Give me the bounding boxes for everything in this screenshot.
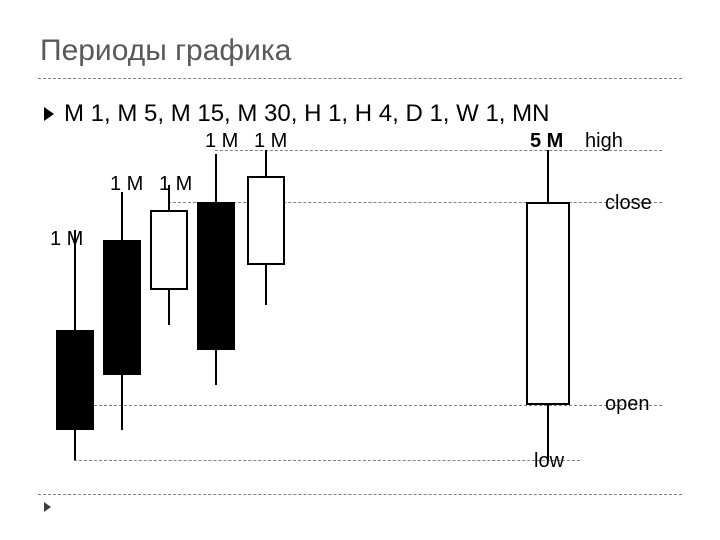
candle-label-c2: 1 М xyxy=(110,173,143,196)
candle-c4 xyxy=(197,130,235,470)
candle-label-c3: 1 М xyxy=(159,173,192,196)
candle-body xyxy=(197,202,235,350)
hline-close xyxy=(168,202,662,203)
label-low: low xyxy=(534,450,564,473)
footer-divider xyxy=(38,494,682,495)
candle-label-c5: 1 М xyxy=(254,130,287,153)
slide: Периоды графика М 1, М 5, М 15, М 30, Н … xyxy=(0,0,720,540)
candle-big xyxy=(526,130,570,470)
label-high: high xyxy=(585,130,623,153)
label-close: close xyxy=(605,192,652,215)
candle-label-c4: 1 М xyxy=(205,130,238,153)
title-underline xyxy=(38,78,682,79)
bullet-arrow-icon xyxy=(44,107,54,121)
footer-arrow-icon xyxy=(44,502,51,512)
bullet-row: М 1, М 5, М 15, М 30, Н 1, Н 4, D 1, W 1… xyxy=(44,100,549,128)
candle-body xyxy=(150,210,188,290)
label-big: 5 М xyxy=(530,130,563,153)
candlestick-chart: 1 М 1 М 1 М 1 М 1 М 5 М high close open low xyxy=(40,130,680,470)
candle-body xyxy=(526,202,570,405)
candle-body xyxy=(56,330,94,430)
label-open: open xyxy=(605,393,650,416)
page-title: Периоды графика xyxy=(40,34,291,68)
bullet-text: М 1, М 5, М 15, М 30, Н 1, Н 4, D 1, W 1… xyxy=(64,100,549,128)
candle-c5 xyxy=(247,130,285,470)
candle-body xyxy=(247,176,285,265)
candle-label-c1: 1 М xyxy=(50,228,83,251)
candle-c1 xyxy=(56,130,94,470)
candle-body xyxy=(103,240,141,375)
